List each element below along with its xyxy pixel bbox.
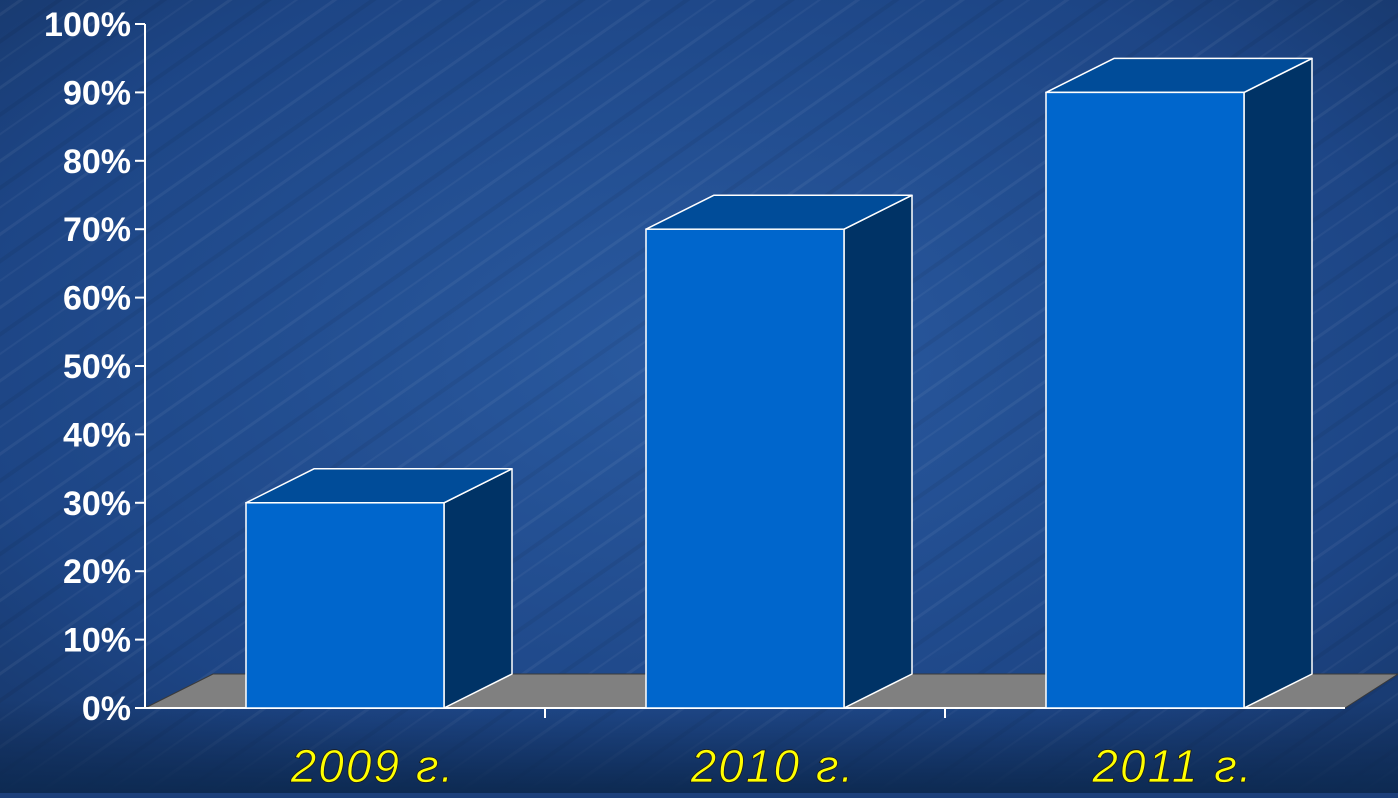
y-tick-label: 30% — [63, 485, 131, 523]
y-tick-label: 20% — [63, 553, 131, 591]
bar-side-face — [843, 194, 913, 709]
bar-front-face — [1045, 91, 1245, 709]
bar-1 — [245, 468, 513, 709]
y-tick-label: 80% — [63, 143, 131, 181]
y-tick-label: 70% — [63, 211, 131, 249]
x-tick-label: 2011 г. — [1091, 740, 1253, 792]
bar-3 — [1045, 57, 1313, 709]
y-tick-label: 10% — [63, 622, 131, 660]
bar-front-face — [645, 228, 845, 709]
y-tick-label: 40% — [63, 416, 131, 454]
x-tick-label: 2010 г. — [690, 740, 856, 792]
bar-front-face — [245, 502, 445, 709]
y-tick-label: 100% — [44, 6, 131, 44]
y-tick-label: 0% — [82, 690, 131, 728]
bar-side-face — [1243, 57, 1313, 709]
y-tick-label: 60% — [63, 280, 131, 318]
x-tick-label: 2009 г. — [290, 740, 456, 792]
y-tick-label: 90% — [63, 74, 131, 112]
bar-2 — [645, 194, 913, 709]
bottom-band — [0, 700, 1398, 793]
bar-side-face — [443, 468, 513, 709]
y-tick-label: 50% — [63, 348, 131, 386]
